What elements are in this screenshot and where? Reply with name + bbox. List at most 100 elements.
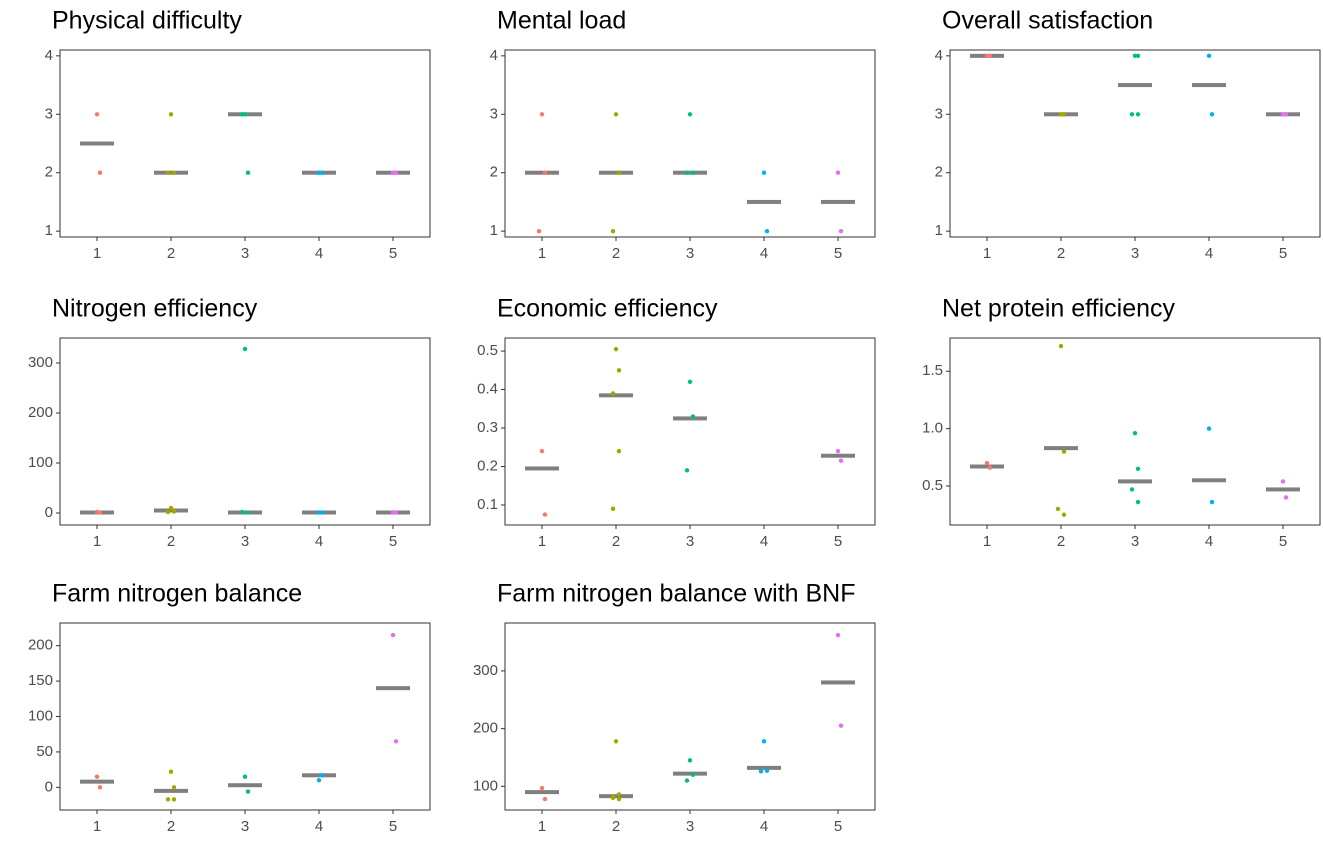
data-point [610, 228, 616, 234]
data-point [616, 368, 622, 373]
mean-bar [154, 788, 188, 793]
data-point [1055, 506, 1061, 512]
y-tick-label: 50 [36, 743, 53, 760]
x-tick-label: 1 [983, 245, 991, 262]
data-point [316, 778, 322, 783]
mean-bar [1044, 446, 1078, 451]
data-point [1061, 112, 1067, 117]
y-tick-label: 2 [490, 164, 498, 181]
data-point [393, 510, 399, 515]
mean-bar [1192, 478, 1226, 483]
y-tick-label: 4 [935, 47, 943, 64]
y-tick-label: 1 [490, 222, 498, 239]
data-point [764, 768, 770, 773]
data-point [1135, 112, 1141, 117]
data-point [542, 796, 548, 802]
data-point [1135, 466, 1141, 471]
x-tick-label: 3 [686, 245, 694, 262]
data-point [684, 778, 690, 783]
y-tick-label: 150 [28, 672, 53, 689]
y-tick-label: 4 [490, 47, 498, 64]
data-point [687, 112, 693, 117]
data-point [1135, 53, 1141, 59]
panel-border [504, 49, 876, 238]
data-point [687, 758, 693, 763]
y-tick-label: 200 [28, 404, 53, 421]
panel-title: Economic efficiency [497, 295, 718, 323]
y-tick-label: 0.1 [477, 496, 498, 513]
panel-border [504, 337, 876, 526]
x-tick-label: 1 [93, 245, 101, 262]
mean-bar [673, 170, 707, 175]
mean-bar [1266, 487, 1300, 492]
x-tick-label: 4 [315, 245, 323, 262]
panel-title: Nitrogen efficiency [52, 295, 258, 323]
x-tick-label: 3 [686, 533, 694, 550]
data-point [690, 414, 696, 419]
mean-bar [525, 466, 559, 471]
mean-bar [821, 453, 855, 458]
data-point [319, 170, 325, 175]
y-tick-label: 0.3 [477, 419, 498, 436]
mean-bar [376, 686, 410, 691]
y-tick-label: 1 [45, 222, 53, 239]
data-point [242, 346, 248, 352]
mean-bar [747, 199, 781, 204]
data-point [1058, 343, 1064, 349]
x-tick-label: 4 [760, 533, 768, 550]
data-point [835, 448, 841, 454]
panel-title: Mental load [497, 7, 626, 35]
data-point [245, 789, 251, 794]
data-point [684, 170, 690, 175]
mean-bar [821, 199, 855, 204]
mean-bar [747, 765, 781, 770]
x-tick-label: 4 [1205, 245, 1213, 262]
data-point [1132, 431, 1138, 436]
x-tick-label: 4 [1205, 533, 1213, 550]
data-point [987, 53, 993, 59]
mean-bar [599, 393, 633, 398]
x-tick-label: 3 [686, 818, 694, 835]
panel-border [949, 49, 1321, 238]
y-tick-label: 0.5 [922, 477, 943, 494]
data-point [1209, 499, 1215, 505]
data-point [616, 792, 622, 797]
data-point [393, 739, 399, 744]
data-point [1135, 499, 1141, 505]
data-point [171, 170, 177, 175]
data-point [242, 774, 248, 779]
x-tick-label: 5 [389, 245, 397, 262]
data-point [1206, 426, 1212, 431]
x-tick-label: 5 [389, 818, 397, 835]
data-point [245, 170, 251, 175]
data-point [610, 391, 616, 396]
mean-bar [599, 794, 633, 799]
data-point [1129, 487, 1135, 492]
data-point [764, 228, 770, 234]
y-tick-label: 0.5 [477, 342, 498, 359]
panel-border [504, 622, 876, 811]
data-point [97, 510, 103, 515]
data-point [690, 170, 696, 175]
y-tick-label: 200 [473, 720, 498, 737]
data-point [838, 228, 844, 234]
data-point [393, 170, 399, 175]
mean-bar [525, 790, 559, 795]
x-tick-label: 2 [612, 533, 620, 550]
y-tick-label: 200 [28, 637, 53, 654]
x-tick-label: 2 [167, 245, 175, 262]
y-tick-label: 4 [45, 47, 53, 64]
data-point [610, 794, 616, 799]
mean-bar [1118, 83, 1152, 88]
x-tick-label: 1 [93, 533, 101, 550]
x-tick-label: 2 [1057, 245, 1065, 262]
data-point [94, 112, 100, 117]
data-point [97, 170, 103, 175]
mean-bar [673, 771, 707, 776]
mean-bar [154, 508, 188, 513]
data-point [1129, 112, 1135, 117]
data-point [835, 170, 841, 175]
mean-bar [821, 680, 855, 685]
data-point [171, 508, 177, 513]
